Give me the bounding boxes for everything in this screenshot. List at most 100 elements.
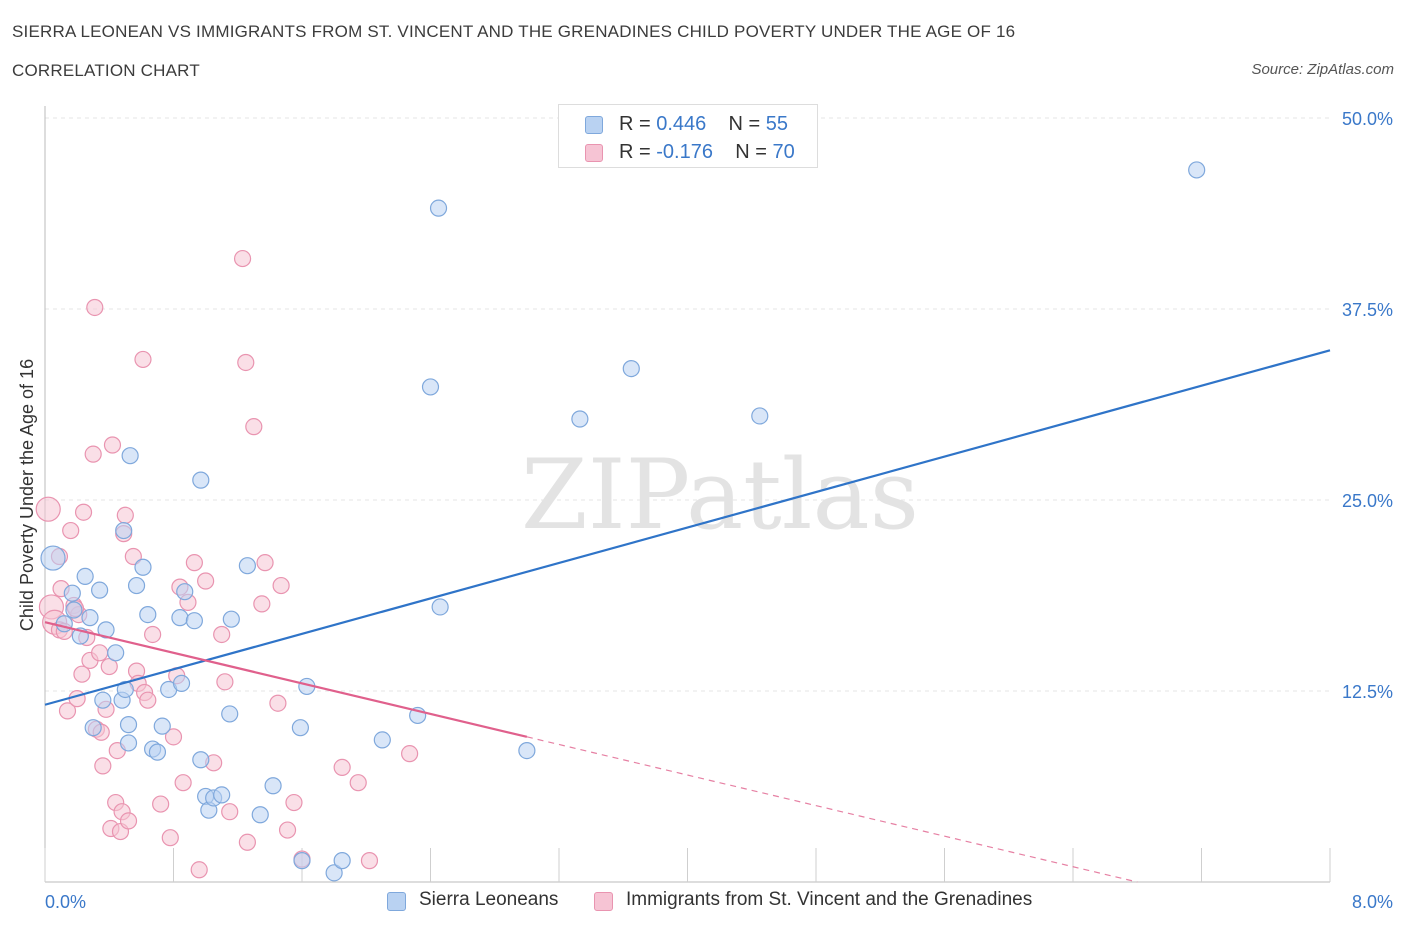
point-blue-45 bbox=[429, 199, 448, 217]
point-blue-35 bbox=[238, 557, 256, 575]
chart-subtitle: CORRELATION CHART bbox=[12, 61, 200, 80]
point-pink-29 bbox=[116, 506, 134, 524]
correlation-legend: R = 0.446 N = 55 R = -0.176 N = 70 bbox=[558, 104, 818, 168]
point-blue-24 bbox=[171, 609, 189, 627]
legend-label: Sierra Leoneans bbox=[419, 889, 559, 910]
point-blue-42 bbox=[373, 731, 391, 749]
point-pink-59 bbox=[272, 576, 290, 595]
point-pink-39 bbox=[161, 829, 179, 847]
point-blue-9 bbox=[84, 719, 102, 737]
legend-label: Immigrants from St. Vincent and the Gren… bbox=[626, 889, 1033, 910]
point-blue-25 bbox=[176, 583, 194, 601]
n-label: N = bbox=[735, 141, 773, 163]
watermark: ZIPatlas bbox=[521, 439, 919, 551]
point-pink-57 bbox=[256, 554, 274, 572]
series-immigrants-points bbox=[35, 249, 419, 879]
point-pink-64 bbox=[349, 774, 367, 792]
point-blue-27 bbox=[192, 751, 210, 769]
point-pink-47 bbox=[197, 572, 215, 590]
point-pink-65 bbox=[360, 852, 379, 870]
r-value: -0.176 bbox=[656, 141, 713, 163]
point-pink-36 bbox=[139, 691, 157, 709]
point-pink-45 bbox=[185, 554, 203, 572]
point-blue-46 bbox=[431, 598, 449, 616]
point-blue-0 bbox=[40, 545, 66, 571]
point-blue-47 bbox=[518, 741, 536, 760]
point-blue-41 bbox=[333, 852, 351, 870]
point-pink-54 bbox=[238, 833, 256, 851]
point-blue-17 bbox=[127, 576, 146, 595]
point-pink-61 bbox=[285, 793, 303, 812]
r-label: R = bbox=[619, 113, 657, 135]
trend-line-sierra-leoneans bbox=[44, 349, 1331, 706]
point-pink-16 bbox=[86, 298, 104, 317]
series-sierra-leoneans-points bbox=[40, 161, 1206, 882]
y-tick-label-3: 50.0% bbox=[1342, 109, 1393, 129]
point-pink-52 bbox=[233, 249, 252, 268]
point-pink-30 bbox=[119, 812, 138, 830]
point-pink-46 bbox=[190, 861, 208, 879]
point-blue-6 bbox=[91, 581, 109, 599]
legend-swatch-pink bbox=[585, 144, 603, 162]
point-pink-60 bbox=[278, 821, 297, 839]
n-label: N = bbox=[728, 113, 766, 135]
point-blue-32 bbox=[213, 786, 231, 804]
point-blue-33 bbox=[221, 705, 239, 723]
legend-swatch-pink bbox=[594, 892, 613, 911]
point-pink-11 bbox=[73, 665, 91, 683]
legend-swatch-blue bbox=[387, 892, 406, 911]
x-tick-labels: 0.0% 8.0% bbox=[45, 892, 1393, 912]
chart-title: SIERRA LEONEAN VS IMMIGRANTS FROM ST. VI… bbox=[12, 22, 1016, 41]
point-pink-37 bbox=[144, 625, 162, 644]
trend-lines bbox=[44, 349, 1331, 883]
point-pink-19 bbox=[94, 757, 112, 775]
point-blue-49 bbox=[622, 359, 640, 378]
point-pink-23 bbox=[103, 436, 122, 454]
point-pink-6 bbox=[58, 702, 77, 720]
y-tick-label-1: 25.0% bbox=[1342, 491, 1393, 511]
n-value: 55 bbox=[765, 113, 789, 135]
point-pink-51 bbox=[221, 803, 239, 821]
point-pink-12 bbox=[74, 503, 93, 521]
point-pink-58 bbox=[269, 694, 287, 712]
point-pink-66 bbox=[401, 745, 419, 763]
trend-line-immigrants-extension bbox=[526, 736, 1138, 883]
point-blue-44 bbox=[421, 378, 440, 396]
point-blue-36 bbox=[251, 806, 269, 824]
point-blue-53 bbox=[76, 567, 94, 586]
legend-swatch-blue bbox=[585, 116, 603, 134]
point-pink-31 bbox=[124, 547, 142, 566]
point-blue-38 bbox=[291, 719, 309, 737]
point-blue-1 bbox=[55, 615, 73, 633]
source-label: Source: ZipAtlas.com bbox=[1251, 61, 1394, 78]
x-tick-label-0: 0.0% bbox=[45, 892, 86, 912]
point-pink-18 bbox=[91, 644, 109, 662]
point-pink-49 bbox=[213, 625, 231, 644]
point-blue-26 bbox=[185, 612, 203, 630]
point-pink-0 bbox=[35, 496, 61, 522]
r-value: 0.446 bbox=[656, 113, 707, 135]
point-blue-2 bbox=[63, 584, 81, 602]
point-pink-63 bbox=[333, 758, 351, 777]
point-blue-34 bbox=[222, 610, 240, 628]
y-tick-label-2: 37.5% bbox=[1342, 300, 1393, 320]
point-pink-38 bbox=[152, 795, 170, 813]
point-blue-40 bbox=[325, 864, 343, 882]
point-pink-21 bbox=[100, 657, 118, 676]
point-blue-28 bbox=[192, 471, 210, 489]
y-tick-labels: 12.5% 25.0% 37.5% 50.0% bbox=[1342, 109, 1393, 702]
point-blue-18 bbox=[134, 558, 152, 576]
point-pink-53 bbox=[237, 353, 255, 372]
trend-line-immigrants bbox=[44, 621, 528, 738]
point-blue-16 bbox=[115, 521, 133, 540]
point-pink-50 bbox=[216, 673, 234, 691]
point-pink-7 bbox=[62, 521, 80, 540]
point-pink-9 bbox=[68, 690, 86, 708]
y-axis-label: Child Poverty Under the Age of 16 bbox=[17, 359, 37, 631]
point-pink-56 bbox=[253, 595, 271, 613]
point-blue-50 bbox=[751, 407, 769, 425]
point-blue-51 bbox=[1188, 161, 1206, 179]
n-value: 70 bbox=[772, 141, 795, 163]
point-blue-15 bbox=[121, 447, 139, 465]
